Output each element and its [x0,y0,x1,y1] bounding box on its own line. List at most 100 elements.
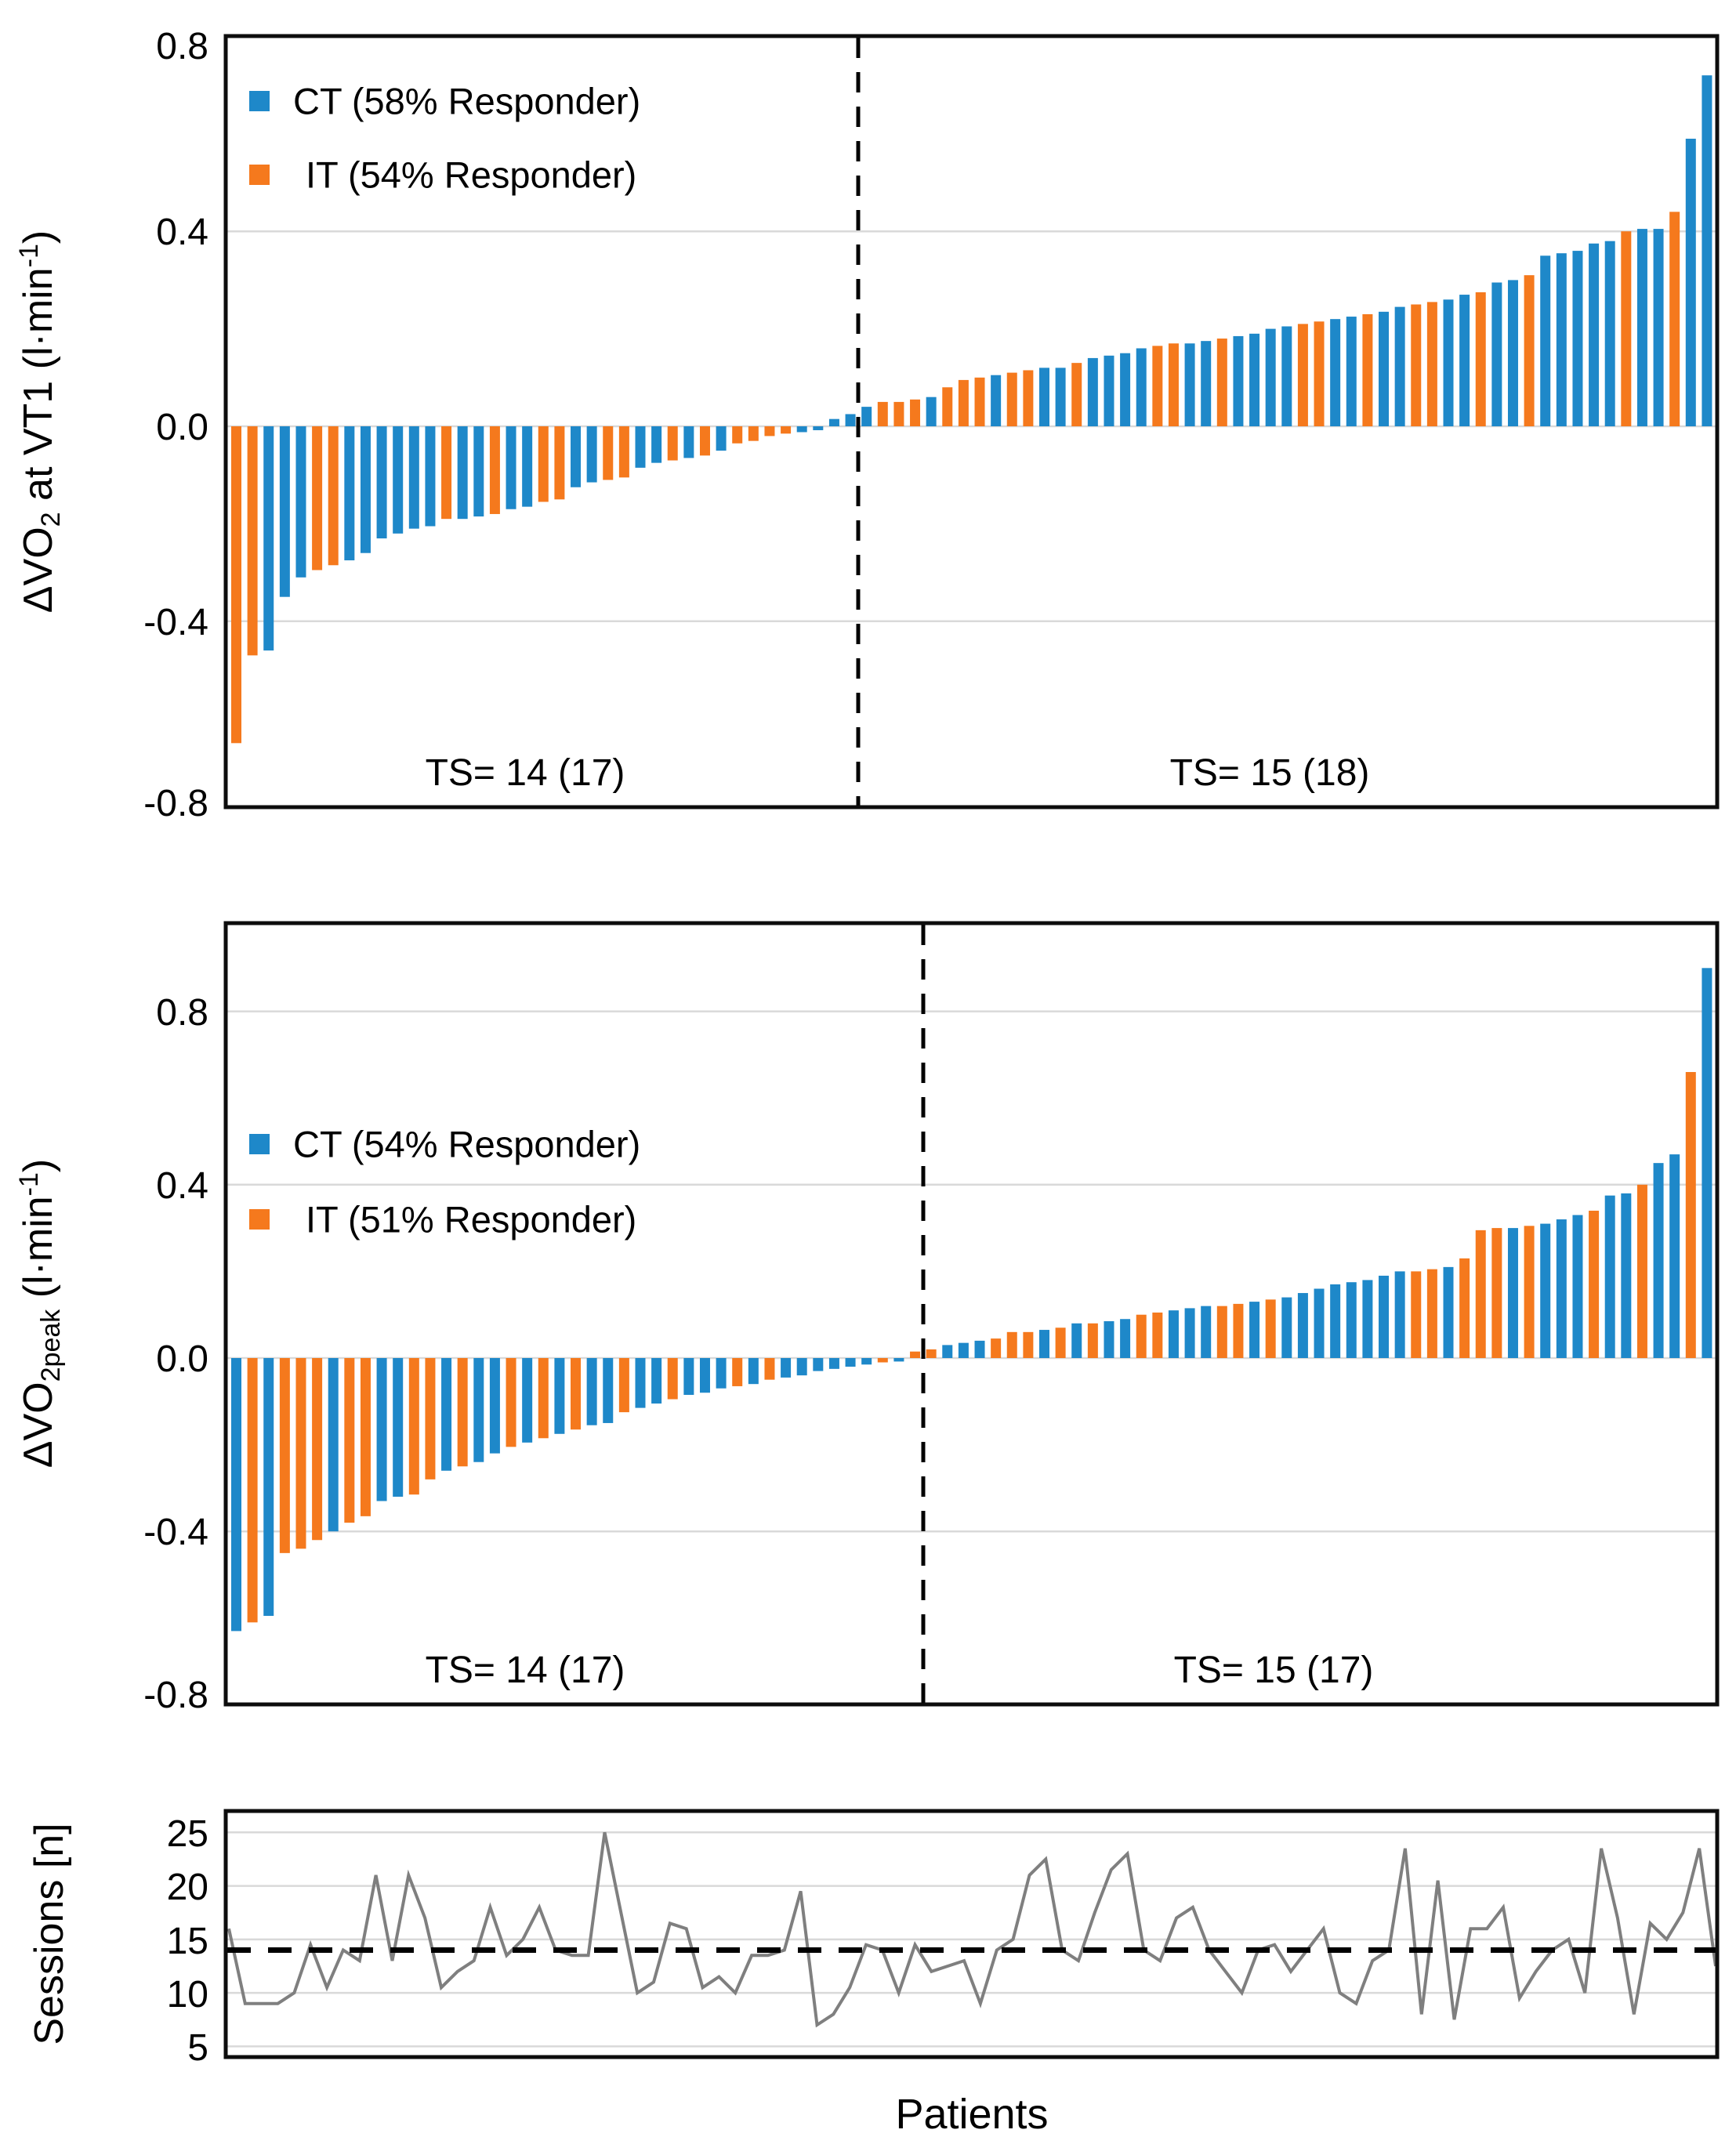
bar-it [1362,313,1373,426]
bar-ct [1362,1280,1373,1358]
bar-it [667,426,678,461]
bar-ct [1394,1271,1405,1358]
bar-it [360,1358,371,1516]
bar-ct [1379,311,1390,426]
bar-ct [231,1358,241,1632]
bar-it [538,426,549,502]
bar-it [1168,343,1179,426]
chart-vt1-ts-right: TS= 15 (18) [1170,752,1370,794]
bar-ct [1394,306,1405,426]
bar-it [1023,1331,1034,1358]
bar-ct [1055,368,1066,426]
bar-it [312,426,323,570]
bar-ct [699,1358,710,1393]
legend-swatch-ct-icon [249,1134,270,1154]
bar-it [344,1358,355,1523]
bar-ct [1604,1195,1615,1358]
bar-ct [1104,355,1114,426]
bar-it [571,1358,582,1430]
bar-it [1621,231,1632,426]
bar-ct [796,426,807,433]
bar-ct [651,1358,662,1404]
chart-sessions-gridlines [227,1831,1716,2048]
bar-it [910,399,921,426]
bar-ct [828,418,839,426]
bar-it [328,426,339,566]
bar-ct [1233,335,1244,426]
bar-ct [571,426,582,487]
bar-ct [974,1340,985,1358]
chart-sessions-ytick-4: 5 [187,2027,208,2069]
bar-ct [1184,343,1195,426]
bar-ct [1201,341,1212,426]
chart-vt1-frame [223,34,1720,809]
bar-ct [651,426,662,463]
bar-ct [1669,1154,1680,1358]
bar-ct [393,426,404,534]
bar-ct [861,1358,872,1365]
bar-ct [1572,1215,1583,1358]
bar-ct [376,1358,387,1501]
chart-sessions-frame [223,1809,1720,2059]
chart-vo2peak-ytick-4: -0.8 [143,1675,208,1716]
legend-swatch-it-icon [249,1209,270,1230]
bar-it [489,426,500,514]
bar-it [425,1358,436,1480]
bar-it [1055,1327,1066,1358]
bar-it [1524,275,1535,426]
bar-ct [1702,968,1712,1358]
bar-it [1411,304,1422,426]
bar-it [1233,1303,1244,1358]
bar-it [764,1358,775,1380]
bar-it [1136,1314,1147,1358]
bar-it [1491,1228,1502,1358]
chart-vo2peak-legend: CT (54% Responder) IT (51% Responder) [249,1123,640,1240]
bar-it [942,387,953,426]
bar-ct [1120,1319,1131,1358]
bar-it [926,1349,937,1358]
bar-ct [796,1358,807,1376]
chart-vo2peak-ts-left: TS= 14 (17) [426,1650,625,1691]
bar-it [1023,370,1034,426]
bar-ct [845,1358,856,1367]
bar-it [295,1358,306,1549]
bar-ct [1636,229,1647,426]
bar-ct [1330,319,1341,426]
bar-ct [748,1358,759,1385]
bar-ct [1443,299,1454,426]
legend-label-ct: CT (54% Responder) [293,1123,640,1164]
bar-ct [1556,253,1567,426]
bar-ct [473,1358,484,1462]
bar-it [732,1358,743,1386]
bar-ct [1507,280,1518,426]
bar-ct [1346,1282,1357,1358]
bar-it [1152,346,1163,426]
bar-it [603,426,614,480]
chart-sessions-line [227,1831,1717,2028]
bar-ct [1604,241,1615,426]
chart-vt1-ytick-0: 0.8 [156,26,208,67]
bar-ct [1685,139,1696,426]
bar-ct [295,426,306,578]
bar-it [1314,321,1325,426]
bar-ct [716,426,727,451]
bar-ct [893,1358,904,1362]
bar-ct [683,1358,694,1396]
bar-ct [1071,1323,1082,1358]
bar-ct [1249,1302,1260,1358]
bar-ct [586,426,597,483]
bar-it [1006,1331,1017,1358]
bar-ct [1556,1219,1567,1358]
bar-ct [781,1358,792,1378]
chart-vo2peak-ytick-3: -0.4 [143,1512,208,1553]
chart-sessions-ytick-1: 20 [167,1867,208,1908]
bar-ct [958,1342,969,1358]
bar-it [618,426,629,478]
bar-ct [1346,317,1357,426]
bar-it [554,426,565,500]
chart-vt1-ytick-1: 0.4 [156,212,208,253]
chart-vt1-ts-left: TS= 14 (17) [426,752,625,794]
bar-ct [1314,1288,1325,1358]
